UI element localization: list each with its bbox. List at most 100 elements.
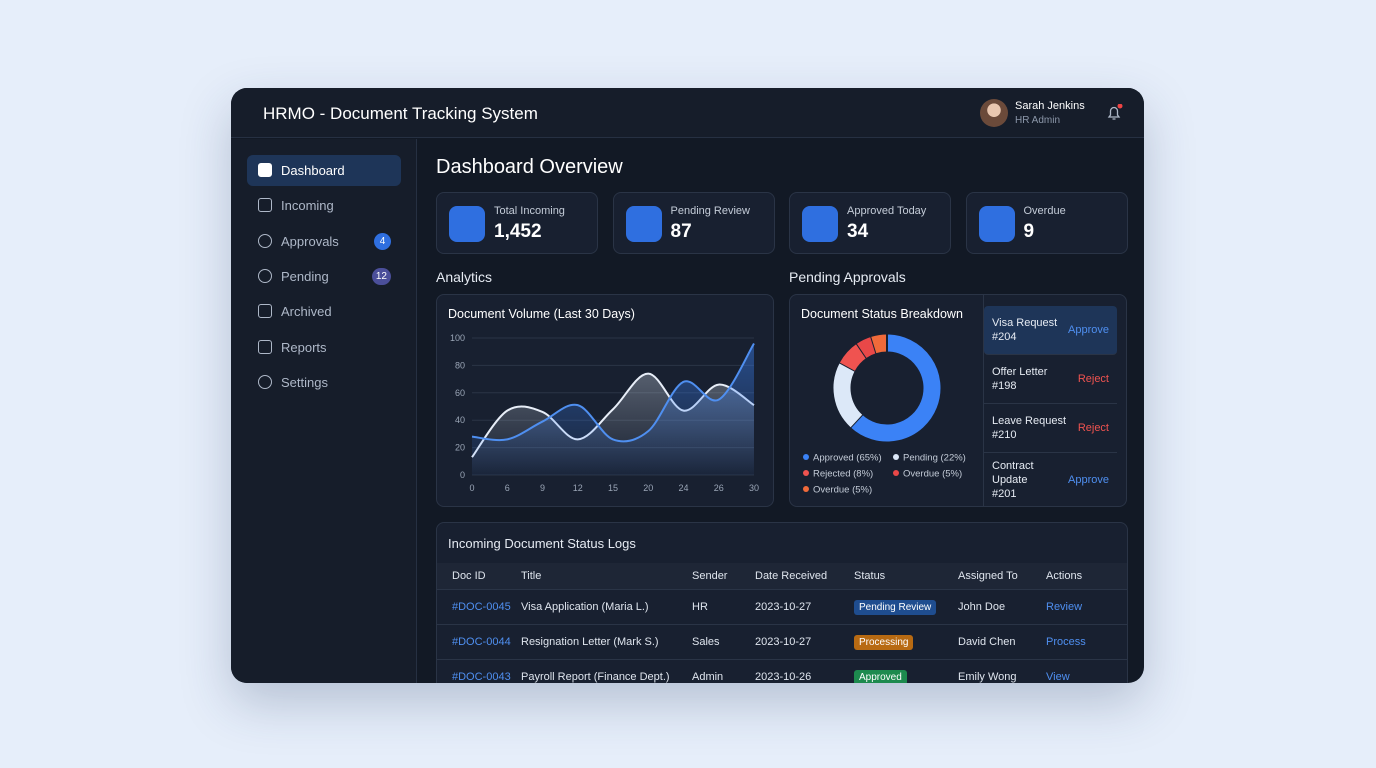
approval-item: Offer Letter #198 Reject — [984, 355, 1117, 404]
approval-action[interactable]: Approve — [1068, 473, 1109, 486]
header: HRMO - Document Tracking System Sarah Je… — [231, 88, 1144, 138]
table-row: #DOC-0043 Payroll Report (Finance Dept.) A… — [437, 659, 1127, 683]
page-title: Dashboard Overview — [436, 156, 623, 178]
stat-value: 1,452 — [494, 221, 542, 242]
x-tick-label: 0 — [469, 483, 474, 493]
legend-label: Approved (65%) — [813, 453, 882, 464]
table-cell[interactable]: #DOC-0044 — [452, 635, 511, 648]
table-row: #DOC-0045 Visa Application (Maria L.) HR 20… — [437, 589, 1127, 624]
line-chart-card: Document Volume (Last 30 Days) 0 20 40 60 80 1… — [436, 294, 774, 507]
legend-label: Overdue (5%) — [813, 485, 872, 496]
status-card: Document Status Breakdown Approved (65%) P… — [789, 294, 1127, 507]
nav-label: Pending — [281, 268, 329, 284]
nav-label: Reports — [281, 339, 327, 355]
nav-item[interactable]: Dashboard — [247, 155, 401, 186]
x-tick-label: 20 — [643, 483, 653, 493]
column-header: Sender — [692, 569, 728, 582]
table-cell: 2023-10-27 — [755, 635, 812, 648]
segment-gap — [870, 336, 878, 354]
stat-value: 34 — [847, 221, 869, 242]
table-cell[interactable]: #DOC-0045 — [452, 600, 511, 613]
approval-item: Contract Update #201 Approve — [984, 453, 1117, 506]
column-header: Assigned To — [958, 569, 1018, 582]
legend-swatch — [893, 454, 899, 460]
approval-action[interactable]: Approve — [1068, 324, 1109, 336]
bell-icon[interactable] — [1105, 104, 1123, 122]
nav-icon — [258, 198, 272, 213]
table-cell: 2023-10-26 — [755, 670, 812, 683]
legend-swatch — [893, 470, 899, 476]
approval-title: Visa Request #204 — [992, 317, 1058, 343]
nav-badge: 12 — [371, 267, 391, 285]
table-cell: Visa Application (Maria L.) — [521, 600, 649, 613]
nav-item[interactable]: Settings — [247, 367, 401, 398]
legend-swatch — [803, 486, 809, 492]
nav-item[interactable]: Reports — [247, 332, 401, 363]
column-header: Doc ID — [452, 569, 486, 582]
table-cell: Approved — [854, 659, 958, 683]
y-tick-label: 80 — [455, 360, 465, 370]
approval-action[interactable]: Reject — [1077, 422, 1109, 434]
legend-label: Overdue (5%) — [903, 469, 962, 480]
chart-title: Document Status Breakdown — [801, 307, 963, 321]
column-header: Status — [854, 569, 886, 582]
nav-item[interactable]: Archived — [247, 296, 401, 327]
stat-icon — [625, 206, 662, 242]
sidebar — [231, 139, 417, 683]
stat-label: Approved Today — [847, 205, 927, 217]
nav-icon — [258, 339, 272, 354]
status-pill: Pending Review — [854, 599, 937, 615]
user-role: HR Admin — [1015, 115, 1061, 126]
legend-swatch — [803, 454, 809, 460]
logs-table: Doc ID Title Sender Date Received Status Assi… — [437, 563, 1127, 683]
nav-item[interactable]: Incoming — [247, 190, 401, 221]
status-pill: Processing — [854, 634, 914, 650]
section-heading: Pending Approvals — [789, 269, 906, 285]
table-cell[interactable]: Review — [1046, 600, 1083, 613]
legend-label: Pending (22%) — [903, 453, 966, 464]
nav-badge: 4 — [374, 232, 391, 250]
nav-label: Archived — [281, 304, 332, 320]
status-pill: Approved — [854, 669, 907, 683]
column-header: Date Received — [755, 569, 828, 582]
donut-segment — [856, 336, 877, 359]
user-name: Sarah Jenkins — [1015, 100, 1085, 112]
nav-label: Dashboard — [281, 163, 345, 178]
donut-segment — [833, 362, 863, 428]
nav-icon — [258, 374, 272, 389]
table-cell: Resignation Letter (Mark S.) — [521, 635, 659, 648]
approval-title: Offer Letter #198 — [992, 366, 1048, 392]
nav-label: Incoming — [281, 198, 334, 214]
app-window: HRMO - Document Tracking System Sarah Je… — [231, 88, 1144, 683]
table-cell[interactable]: #DOC-0043 — [452, 670, 511, 683]
table-cell: David Chen — [958, 635, 1016, 648]
approval-item: Leave Request #210 Reject — [984, 404, 1117, 453]
table-cell: Payroll Report (Finance Dept.) — [521, 670, 670, 683]
x-tick-label: 15 — [608, 483, 618, 493]
y-tick-label: 0 — [460, 470, 465, 480]
y-tick-label: 60 — [455, 388, 465, 398]
table-cell[interactable]: Process — [1046, 635, 1086, 648]
line-series — [471, 372, 755, 458]
divider — [983, 295, 984, 506]
nav-icon — [258, 268, 272, 283]
x-tick-label: 30 — [749, 483, 759, 493]
table-cell[interactable]: View — [1046, 670, 1070, 683]
nav-label: Settings — [281, 374, 328, 390]
table-cell: Admin — [692, 670, 724, 683]
approval-action[interactable]: Reject — [1077, 373, 1109, 385]
stat-value: 87 — [670, 221, 692, 242]
table-cell: Emily Wong — [958, 670, 1017, 683]
stat-value: 9 — [1023, 221, 1035, 242]
segment-gap — [849, 413, 864, 429]
y-tick-label: 20 — [455, 443, 465, 453]
table-header: Doc ID Title Sender Date Received Status Assi… — [437, 563, 1127, 589]
app-title: HRMO - Document Tracking System — [263, 104, 538, 123]
nav-item[interactable]: Approvals 4 — [247, 226, 401, 257]
stat-label: Pending Review — [670, 205, 751, 217]
approval-title: Contract Update #201 — [992, 459, 1034, 500]
avatar[interactable] — [980, 99, 1008, 127]
legend-swatch — [803, 470, 809, 476]
nav-item[interactable]: Pending 12 — [247, 261, 401, 292]
stat-label: Overdue — [1023, 205, 1066, 217]
